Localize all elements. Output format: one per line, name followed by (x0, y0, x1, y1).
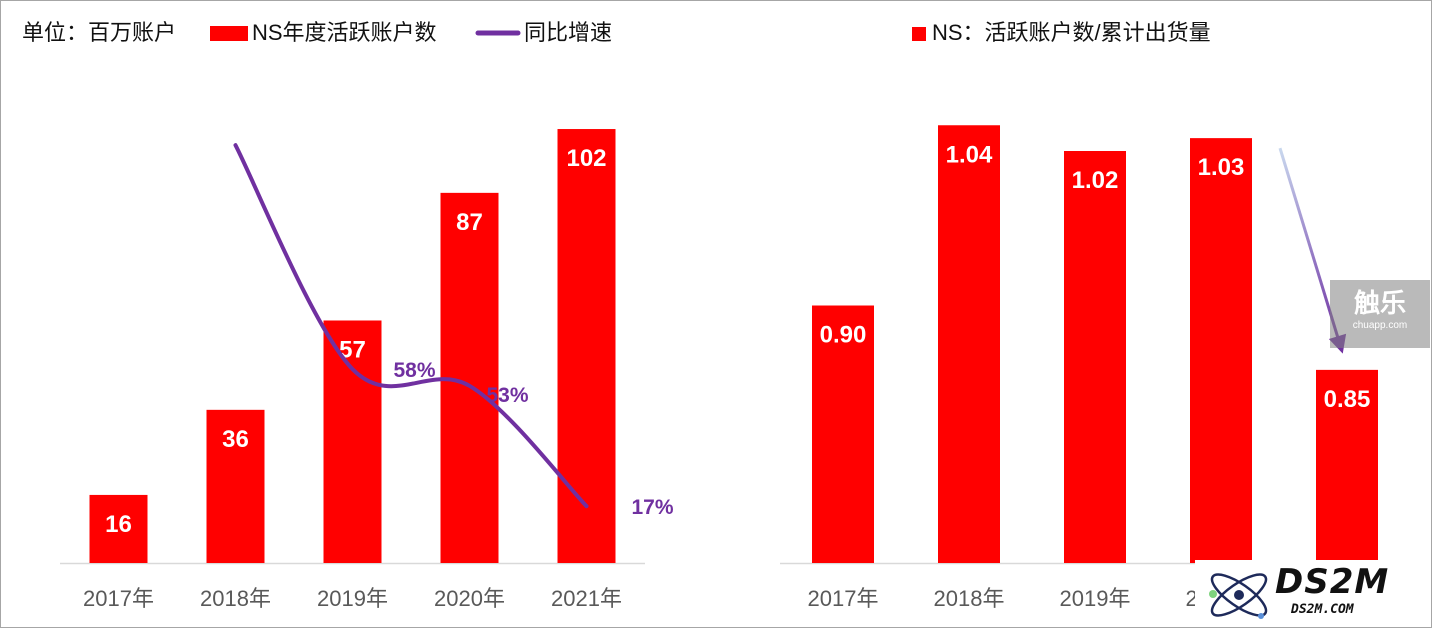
left-x-tick-label: 2018年 (200, 586, 271, 611)
ds2m-logo-url: DS2M.COM (1291, 602, 1354, 617)
growth-rate-line (233, 143, 589, 509)
chuapp-watermark-text: 触乐 (1353, 288, 1406, 318)
right-bar (1064, 151, 1126, 563)
ds2m-logo: DS2M DS2M.COM (1195, 560, 1432, 628)
right-legend: NS：活跃账户数/累计出货量 (912, 20, 1211, 45)
chuapp-watermark-url: chuapp.com (1352, 320, 1408, 331)
right-bar (938, 125, 1000, 563)
ds2m-logo-title: DS2M (1275, 562, 1390, 602)
left-bar-data-label: 36 (222, 426, 249, 453)
left-bar-data-label: 102 (566, 145, 606, 172)
legend-swatch-bar (210, 26, 248, 41)
right-bar-data-label: 0.85 (1324, 386, 1371, 413)
right-bar-data-label: 1.02 (1072, 167, 1119, 194)
right-bar-data-label: 0.90 (820, 322, 867, 349)
right-bar-data-label: 1.03 (1198, 154, 1245, 181)
left-bar (557, 129, 616, 563)
left-bar (206, 409, 265, 563)
growth-rate-data-label: 58% (393, 359, 435, 382)
left-x-tick-label: 2019年 (317, 586, 388, 611)
left-x-tick-label: 2017年 (83, 586, 154, 611)
right-x-tick-label: 2018年 (934, 586, 1005, 611)
left-legend: 单位：百万账户 NS年度活跃账户数 同比增速 (22, 20, 612, 45)
atom-icon (1209, 573, 1268, 619)
left-bar-data-label: 16 (105, 511, 132, 538)
left-bar (89, 494, 148, 563)
right-bar (1316, 369, 1378, 563)
legend-swatch-right (912, 27, 926, 41)
unit-label: 单位：百万账户 (22, 20, 176, 45)
legend-label-line-series: 同比增速 (524, 20, 612, 45)
legend-label-bar-series: NS年度活跃账户数 (252, 20, 437, 45)
left-x-tick-label: 2020年 (434, 586, 505, 611)
chuapp-watermark: 触乐 chuapp.com (1330, 280, 1430, 348)
right-bar (812, 305, 874, 563)
left-x-tick-label: 2021年 (551, 586, 622, 611)
legend-label-right-series: NS：活跃账户数/累计出货量 (932, 20, 1211, 45)
growth-rate-data-label: 53% (486, 384, 528, 407)
right-x-tick-label: 2019年 (1060, 586, 1131, 611)
right-bar-data-label: 1.04 (946, 141, 993, 168)
right-bar (1190, 138, 1252, 563)
left-bar-data-label: 87 (456, 209, 483, 236)
right-x-tick-label: 2017年 (808, 586, 879, 611)
growth-rate-data-label: 17% (631, 496, 673, 519)
right-plot-area: 0.901.041.021.030.852017年2018年2019年2020年… (780, 125, 1410, 611)
left-bar (323, 320, 382, 563)
